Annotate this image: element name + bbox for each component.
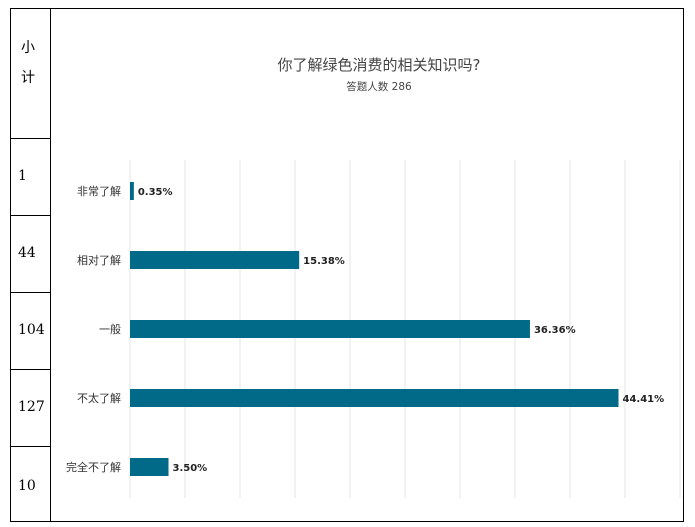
bar-chart: 你了解绿色消费的相关知识吗? 答题人数 286 非常了解 0.35% 相对了解 15.…	[66, 56, 681, 498]
count-cell: 104	[11, 293, 50, 370]
bar	[130, 458, 169, 476]
count-value: 10	[18, 478, 36, 494]
bar	[130, 389, 619, 407]
survey-table: 小 计 1 44 104 127 10 你了解绿色消费的相关知识吗? 答题人数 …	[10, 8, 684, 522]
category-label: 不太了解	[77, 391, 121, 405]
category-label: 相对了解	[77, 253, 121, 267]
count-header-cell: 小 计	[11, 9, 50, 139]
bar	[130, 251, 300, 269]
column-divider	[50, 9, 51, 521]
count-value: 1	[18, 168, 27, 184]
value-label: 3.50%	[173, 463, 208, 474]
category-label: 完全不了解	[66, 460, 121, 474]
category-label: 一般	[99, 323, 121, 336]
count-cell: 10	[11, 447, 50, 523]
bar	[130, 182, 134, 200]
count-header-char-2: 计	[21, 70, 35, 86]
count-value: 127	[18, 399, 45, 415]
count-cell: 44	[11, 216, 50, 293]
count-header-char-1: 小	[21, 40, 35, 56]
value-label: 36.36%	[534, 325, 576, 336]
bar	[130, 320, 530, 338]
count-value: 104	[18, 322, 45, 338]
value-label: 0.35%	[138, 187, 173, 198]
value-label: 15.38%	[303, 256, 345, 267]
chart-subtitle: 答题人数 286	[346, 80, 412, 93]
chart-title: 你了解绿色消费的相关知识吗?	[278, 56, 481, 74]
chart-bars: 非常了解 0.35% 相对了解 15.38% 一般 36.36% 不太了解 44.41% 完全不…	[66, 182, 664, 476]
count-cell: 127	[11, 370, 50, 447]
category-label: 非常了解	[77, 184, 121, 198]
count-cell: 1	[11, 139, 50, 216]
value-label: 44.41%	[623, 394, 665, 405]
count-value: 44	[18, 245, 36, 261]
